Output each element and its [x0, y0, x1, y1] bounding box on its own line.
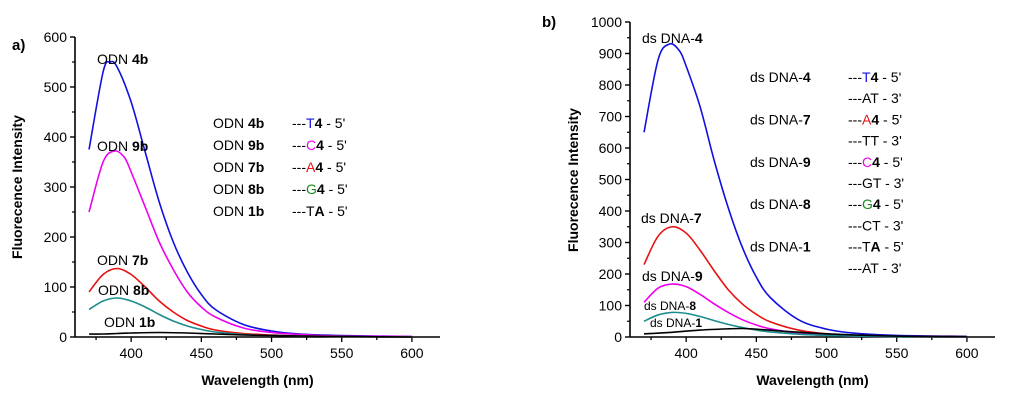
series-line-odn-1b — [89, 331, 412, 338]
legend-sequence: ---T4 - 5' — [848, 69, 901, 85]
curve-label: ODN 8b — [98, 282, 149, 298]
legend-name: ds DNA-1 — [750, 239, 811, 255]
legend-name: ds DNA-9 — [750, 154, 811, 170]
curve-label: ODN 9b — [97, 138, 148, 154]
legend-sequence: ---G4 - 5' — [292, 181, 348, 197]
y-tick-label: 900 — [599, 46, 623, 62]
legend-name: ODN 1b — [213, 203, 264, 219]
x-tick-label: 400 — [119, 345, 143, 361]
legend-name: ODN 4b — [213, 115, 264, 131]
legend-sequence: ---T4 - 5' — [292, 115, 345, 131]
y-tick-label: 400 — [599, 203, 623, 219]
series-line-ds-dna-4 — [643, 42, 967, 338]
y-tick-label: 0 — [614, 329, 622, 345]
y-tick-label: 300 — [599, 235, 623, 251]
legend-sequence: ---C4 - 5' — [292, 137, 347, 153]
panel-label: b) — [542, 14, 556, 31]
x-tick-label: 550 — [330, 345, 354, 361]
legend-name: ODN 9b — [213, 137, 264, 153]
y-tick-label: 300 — [44, 179, 68, 195]
y-tick-label: 100 — [44, 279, 68, 295]
panel-label: a) — [12, 37, 25, 54]
x-tick-label: 500 — [815, 345, 839, 361]
legend-name: ds DNA-4 — [750, 69, 811, 85]
legend-sequence: ---TA - 5' — [292, 203, 348, 219]
curve-label: ODN 7b — [97, 252, 148, 268]
y-tick-label: 700 — [599, 109, 623, 125]
legend-sequence: ---A4 - 5' — [292, 159, 346, 175]
x-axis-title: Wavelength (nm) — [756, 372, 868, 388]
series-line-odn-9b — [88, 150, 412, 338]
y-tick-label: 100 — [599, 298, 623, 314]
x-tick-label: 450 — [745, 345, 769, 361]
legend-complement: ---TT - 3' — [848, 133, 902, 149]
y-tick-label: 600 — [44, 29, 68, 45]
y-tick-label: 200 — [44, 229, 68, 245]
x-tick-label: 450 — [190, 345, 214, 361]
legend-complement: ---CT - 3' — [848, 217, 903, 233]
x-tick-label: 600 — [955, 345, 979, 361]
x-tick-label: 600 — [400, 345, 424, 361]
legend-sequence: ---G4 - 5' — [848, 196, 904, 212]
legend-name: ODN 8b — [213, 181, 264, 197]
legend-sequence: ---TA - 5' — [848, 239, 904, 255]
chart-panel-a: 0 100 200 300 400 500 600 400 450 500 550 600 Wavele… — [9, 29, 440, 388]
y-tick-label: 1000 — [591, 14, 622, 30]
legend-name: ODN 7b — [213, 159, 264, 175]
curve-label: ds DNA-4 — [642, 30, 703, 46]
curve-label: ds DNA-9 — [642, 268, 703, 284]
y-axis-title: Fluorecence Intensity — [9, 115, 25, 259]
x-axis-title: Wavelength (nm) — [201, 372, 313, 388]
curve-label: ds DNA-8 — [644, 299, 696, 313]
chart-panel-b: 0 100 200 300 400 500 600 700 800 900 1000 400 450 50… — [542, 14, 995, 388]
curve-label: ds DNA-1 — [650, 316, 702, 330]
y-tick-label: 400 — [44, 129, 68, 145]
legend-complement: ---AT - 3' — [848, 90, 901, 106]
y-tick-label: 600 — [599, 140, 623, 156]
y-tick-label: 500 — [44, 79, 68, 95]
x-tick-label: 400 — [674, 345, 698, 361]
y-tick-label: 500 — [599, 172, 623, 188]
x-tick-label: 550 — [885, 345, 909, 361]
y-tick-label: 200 — [599, 266, 623, 282]
curve-label: ds DNA-7 — [641, 210, 702, 226]
legend-name: ds DNA-8 — [750, 196, 811, 212]
x-tick-label: 500 — [260, 345, 284, 361]
curve-label: ODN 4b — [97, 51, 148, 67]
y-tick-label: 800 — [599, 77, 623, 93]
curve-label: ODN 1b — [104, 314, 155, 330]
series-line-ds-dna-1 — [643, 327, 967, 338]
y-axis-title: Fluorecence Intensity — [565, 108, 581, 252]
legend-complement: ---GT - 3' — [848, 175, 904, 191]
legend-complement: ---AT - 3' — [848, 260, 901, 276]
legend-sequence: ---A4 - 5' — [848, 111, 902, 127]
y-tick-label: 0 — [59, 329, 67, 345]
series-line-ds-dna-8 — [643, 311, 967, 338]
legend-name: ds DNA-7 — [750, 111, 811, 127]
legend-sequence: ---C4 - 5' — [848, 154, 903, 170]
